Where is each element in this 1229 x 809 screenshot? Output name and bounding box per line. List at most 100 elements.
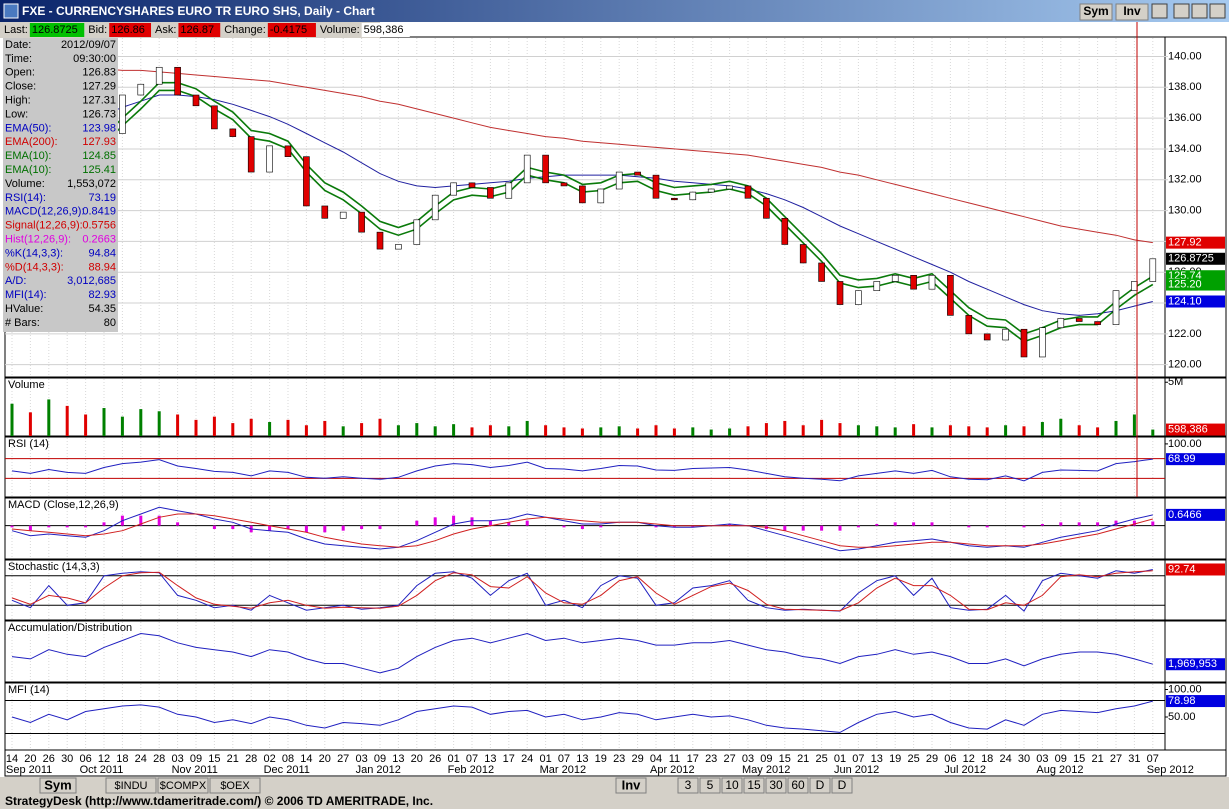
quote-label: Volume: bbox=[320, 24, 360, 36]
candle bbox=[450, 182, 457, 196]
interval-button[interactable] bbox=[615, 777, 647, 794]
histogram-bar bbox=[176, 522, 180, 526]
x-tick-label: 07 bbox=[1147, 753, 1159, 765]
info-value: 82.93 bbox=[88, 289, 116, 301]
info-label: High: bbox=[5, 95, 31, 107]
interval-button-label: 30 bbox=[769, 778, 783, 792]
candle bbox=[726, 185, 733, 190]
info-label: # Bars: bbox=[5, 317, 40, 329]
volume-bar bbox=[764, 423, 768, 436]
candle bbox=[928, 274, 936, 290]
info-label: Volume: bbox=[5, 178, 45, 190]
interval-button[interactable] bbox=[765, 777, 787, 794]
info-value: 0.8419 bbox=[82, 206, 116, 218]
info-value: 0.5756 bbox=[82, 220, 116, 232]
value-tag-label: 125.20 bbox=[1168, 278, 1202, 290]
info-value: 0.2663 bbox=[82, 234, 116, 246]
window-control[interactable] bbox=[1173, 3, 1190, 19]
panel-title: RSI (14) bbox=[8, 438, 49, 450]
volume-bar bbox=[525, 420, 529, 436]
volume-bar bbox=[1059, 418, 1063, 436]
histogram-bar bbox=[654, 525, 658, 528]
interval-button[interactable] bbox=[677, 777, 699, 794]
histogram-bar bbox=[470, 517, 474, 526]
candle bbox=[634, 171, 641, 176]
x-tick-label: 17 bbox=[503, 753, 515, 765]
histogram-bar bbox=[286, 525, 290, 529]
histogram-bar bbox=[820, 525, 824, 531]
info-value: 125.41 bbox=[82, 164, 116, 176]
x-tick-label: 24 bbox=[521, 753, 533, 765]
interval-button[interactable] bbox=[721, 777, 743, 794]
interval-button[interactable] bbox=[787, 777, 809, 794]
info-value: 09:30:00 bbox=[73, 53, 116, 65]
volume-bar bbox=[157, 411, 161, 436]
volume-bar bbox=[617, 426, 621, 436]
candle bbox=[947, 274, 954, 316]
value-tag bbox=[1166, 508, 1225, 521]
histogram-bar bbox=[691, 525, 695, 528]
window-control[interactable] bbox=[1151, 3, 1168, 19]
histogram-bar bbox=[599, 525, 603, 528]
volume-bar bbox=[746, 426, 750, 436]
histogram-bar bbox=[1040, 524, 1044, 526]
x-tick-label: 28 bbox=[153, 753, 165, 765]
symbol-tab-label: $INDU bbox=[114, 780, 147, 792]
window-button[interactable] bbox=[1079, 3, 1113, 21]
histogram-bar bbox=[84, 525, 88, 528]
interval-button[interactable] bbox=[743, 777, 765, 794]
month-label: Jul 2012 bbox=[944, 764, 986, 776]
symbol-tab[interactable] bbox=[209, 777, 261, 794]
series-line bbox=[11, 569, 1153, 612]
x-tick-label: 21 bbox=[227, 753, 239, 765]
candle bbox=[763, 197, 770, 219]
candle bbox=[229, 128, 237, 137]
x-tick-label: 06 bbox=[944, 753, 956, 765]
x-tick-label: 12 bbox=[98, 753, 110, 765]
histogram-bar bbox=[838, 525, 842, 531]
info-label: EMA(50): bbox=[5, 122, 51, 134]
volume-bar bbox=[1004, 425, 1008, 436]
info-value: 94.84 bbox=[88, 247, 116, 259]
histogram-bar bbox=[728, 524, 732, 526]
x-tick-label: 07 bbox=[852, 753, 864, 765]
panel-title: Stochastic (14,3,3) bbox=[8, 561, 100, 573]
symbol-tab[interactable] bbox=[105, 777, 157, 794]
x-tick-label: 24 bbox=[135, 753, 147, 765]
x-tick-label: 07 bbox=[558, 753, 570, 765]
x-tick-label: 01 bbox=[447, 753, 459, 765]
candle bbox=[284, 145, 292, 157]
info-value: 1,553,072 bbox=[67, 178, 116, 190]
window-button[interactable] bbox=[1115, 3, 1149, 21]
window-control[interactable] bbox=[1209, 3, 1226, 19]
interval-button-label: D bbox=[838, 778, 847, 792]
x-tick-label: 14 bbox=[6, 753, 18, 765]
histogram-bar bbox=[875, 524, 879, 526]
x-tick-label: 17 bbox=[687, 753, 699, 765]
panel-title: MACD (Close,12,26,9) bbox=[8, 499, 119, 511]
symbol-tab[interactable] bbox=[39, 777, 77, 794]
histogram-bar bbox=[783, 525, 787, 531]
interval-button[interactable] bbox=[699, 777, 721, 794]
interval-button[interactable] bbox=[831, 777, 853, 794]
candle bbox=[707, 188, 715, 193]
x-tick-label: 09 bbox=[190, 753, 202, 765]
month-label: Nov 2011 bbox=[172, 764, 218, 776]
window-title: FXE - CURRENCYSHARES EURO TR EURO SHS, D… bbox=[22, 4, 375, 18]
month-label: Dec 2011 bbox=[264, 764, 310, 776]
candle bbox=[192, 94, 200, 107]
volume-bar bbox=[65, 405, 69, 436]
value-tag bbox=[1166, 278, 1225, 291]
volume-bar bbox=[84, 414, 88, 436]
volume-bar bbox=[599, 427, 603, 436]
window-control[interactable] bbox=[1191, 3, 1208, 19]
volume-bar bbox=[1077, 425, 1081, 436]
candle bbox=[818, 262, 825, 282]
info-label: MACD(12,26,9): bbox=[5, 206, 84, 218]
interval-button[interactable] bbox=[809, 777, 831, 794]
candle bbox=[1020, 328, 1028, 358]
panel-frame bbox=[4, 620, 1166, 683]
symbol-tab[interactable] bbox=[157, 777, 209, 794]
x-tick-label: 19 bbox=[889, 753, 901, 765]
info-label: %D(14,3,3): bbox=[5, 261, 64, 273]
